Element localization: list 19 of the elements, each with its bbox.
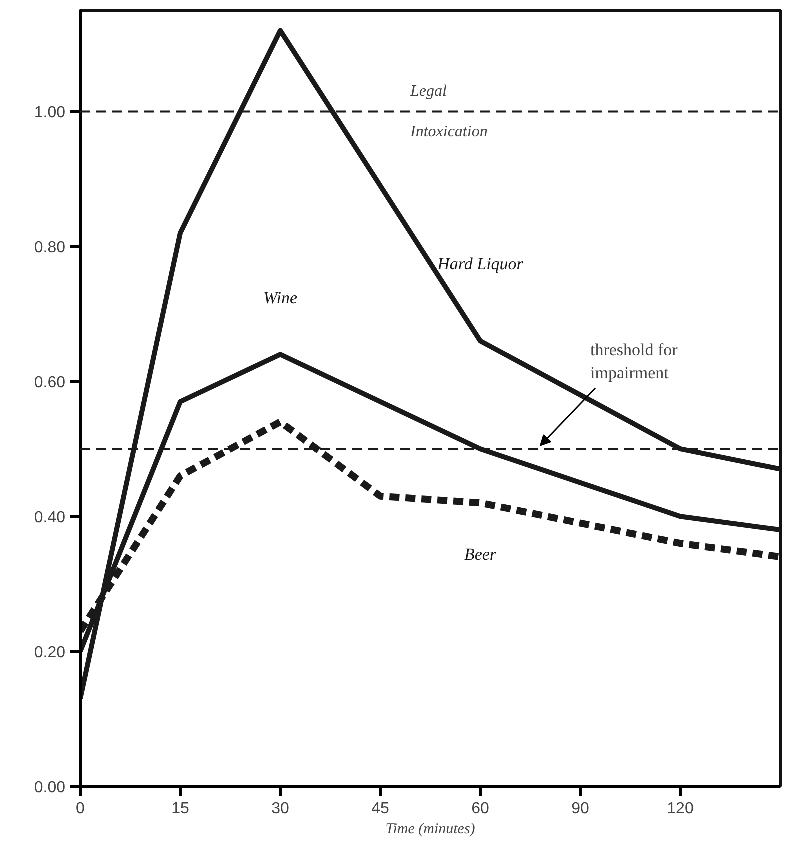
series-label: Hard Liquor (436, 254, 524, 274)
y-tick-label: 0.60 (34, 374, 66, 392)
x-tick-label: 0 (76, 800, 86, 818)
y-tick-label: 0.20 (34, 644, 66, 662)
x-tick-label: 120 (667, 800, 694, 818)
text: Beer (464, 544, 497, 564)
ref-line-label: threshold for impairment (590, 340, 678, 382)
x-axis-title: Time (minutes) (386, 822, 476, 838)
text: Wine (264, 288, 298, 308)
y-tick-label: 0.00 (34, 780, 66, 796)
x-tick-label: 90 (572, 800, 590, 818)
y-tick-label: 0.80 (34, 240, 66, 257)
y-tick-label: 0.40 (34, 510, 66, 527)
x-tick-label: 15 (172, 800, 190, 818)
text: Legal Intoxication (410, 82, 488, 141)
x-tick-label: 60 (472, 800, 490, 818)
y-tick-label: 1.00 (34, 104, 66, 122)
x-tick-label: 45 (372, 800, 390, 818)
x-tick-label: 30 (272, 800, 290, 818)
